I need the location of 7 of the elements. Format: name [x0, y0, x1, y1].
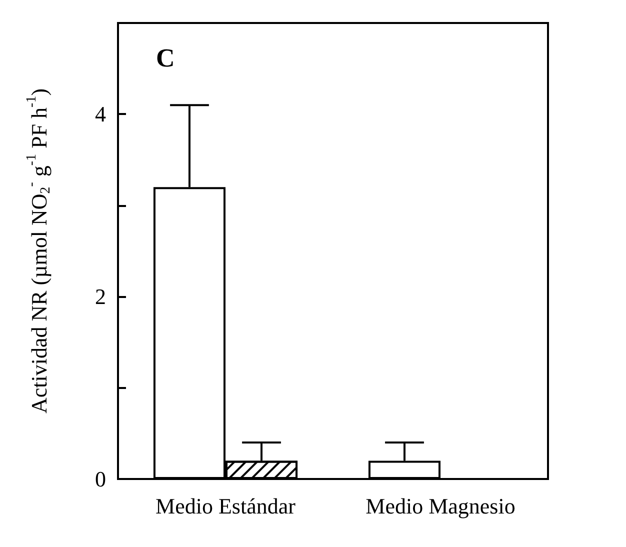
annotation: C	[156, 44, 175, 72]
y-tick-label: 2	[95, 284, 106, 310]
x-tick-label: Medio Estándar	[156, 494, 296, 518]
y-tick-label: 4	[95, 102, 106, 127]
y-axis-title: Actividad NR (µmol NO2- g-1 PF h-1)	[24, 88, 54, 414]
x-tick-label: Medio Magnesio	[366, 494, 516, 518]
y-tick-label: 0	[95, 466, 106, 492]
